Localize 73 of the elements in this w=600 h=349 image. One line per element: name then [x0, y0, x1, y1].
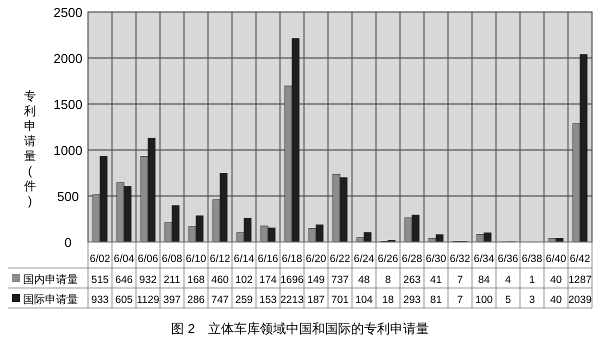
data-label: 7	[457, 274, 464, 286]
x-tick-label: 6/02	[90, 253, 110, 265]
data-label: 747	[211, 294, 229, 306]
data-label: 168	[187, 274, 205, 286]
x-tick-label: 6/40	[546, 253, 566, 265]
data-label: 100	[475, 294, 493, 306]
data-label: 8	[385, 274, 392, 286]
x-tick-label: 6/24	[354, 253, 374, 265]
x-tick-label: 6/14	[234, 253, 254, 265]
x-tick-label: 6/08	[162, 253, 182, 265]
data-label: 263	[403, 274, 421, 286]
data-label: 174	[259, 274, 277, 286]
x-tick-label: 6/12	[210, 253, 230, 265]
x-tick-label: 6/36	[498, 253, 518, 265]
y-tick-label: 1500	[54, 97, 82, 112]
x-tick-label: 6/34	[474, 253, 494, 265]
y-tick-label: 2000	[54, 51, 82, 66]
data-label: 102	[235, 274, 253, 286]
x-tick-label: 6/26	[378, 253, 398, 265]
data-label: 4	[505, 274, 512, 286]
x-tick-label: 6/18	[282, 253, 302, 265]
data-label: 40	[550, 294, 562, 306]
data-label: 932	[139, 274, 157, 286]
data-label: 81	[430, 294, 442, 306]
data-label: 397	[163, 294, 181, 306]
data-label: 149	[307, 274, 325, 286]
data-label: 187	[307, 294, 325, 306]
data-label: 84	[478, 274, 490, 286]
y-tick-label: 2500	[54, 5, 82, 20]
x-tick-label: 6/04	[114, 253, 134, 265]
x-tick-label: 6/42	[570, 253, 590, 265]
y-tick-label: 1000	[54, 143, 82, 158]
data-label: 701	[331, 294, 349, 306]
legend-label: 国内申请量	[23, 273, 78, 286]
x-tick-label: 6/38	[522, 253, 542, 265]
x-tick-label: 6/28	[402, 253, 422, 265]
data-label: 41	[430, 274, 442, 286]
data-label: 605	[115, 294, 133, 306]
data-label: 1129	[136, 294, 160, 306]
data-label: 1	[529, 274, 536, 286]
data-label: 933	[91, 294, 109, 306]
x-tick-label: 6/32	[450, 253, 470, 265]
data-label: 18	[382, 294, 394, 306]
data-label: 5	[505, 294, 512, 306]
x-tick-label: 6/22	[330, 253, 350, 265]
data-label: 1287	[568, 274, 592, 286]
data-label: 104	[355, 294, 373, 306]
x-tick-label: 6/20	[306, 253, 326, 265]
data-label: 460	[211, 274, 229, 286]
data-label: 293	[403, 294, 421, 306]
data-label: 1696	[280, 274, 304, 286]
x-tick-label: 6/16	[258, 253, 278, 265]
x-tick-label: 6/06	[138, 253, 158, 265]
legend-label: 国际申请量	[23, 293, 78, 306]
data-label: 737	[331, 274, 349, 286]
data-label: 211	[164, 274, 181, 286]
data-label: 7	[457, 294, 464, 306]
x-tick-label: 6/30	[426, 253, 446, 265]
data-label: 3	[529, 294, 536, 306]
data-label: 48	[358, 274, 370, 286]
y-tick-label: 500	[57, 189, 79, 204]
text: 图 2 立体车库领域中国和国际的专利申请量	[171, 321, 429, 336]
data-label: 646	[115, 274, 133, 286]
data-label: 153	[259, 294, 277, 306]
data-label: 2039	[568, 294, 592, 306]
data-label: 515	[91, 274, 109, 286]
data-label: 2213	[280, 294, 304, 306]
y-axis-title: 专利申请量(件)	[24, 89, 36, 208]
x-tick-label: 6/10	[186, 253, 206, 265]
data-label: 286	[187, 294, 205, 306]
data-label: 40	[550, 274, 562, 286]
y-tick-label: 0	[64, 235, 72, 250]
data-label: 259	[235, 294, 253, 306]
